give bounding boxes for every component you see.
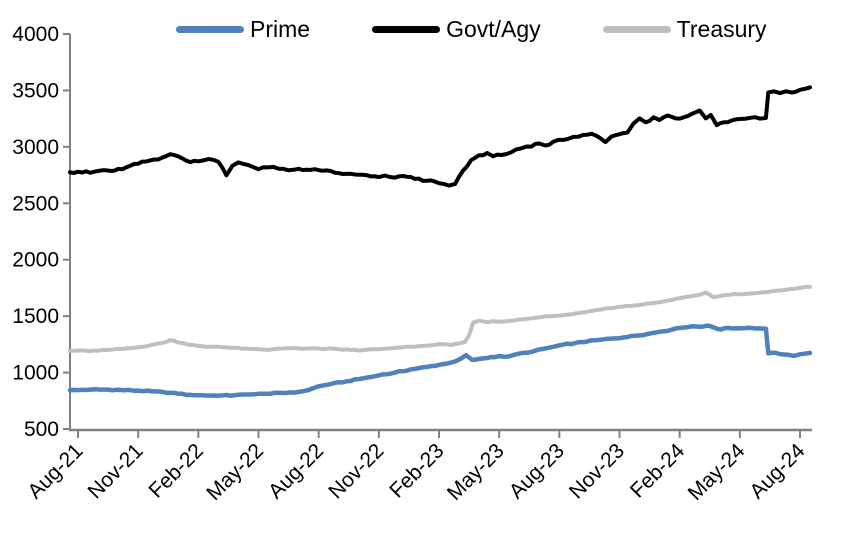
legend-swatch-prime (176, 26, 244, 33)
x-tick-label: Aug-23 (505, 439, 569, 503)
y-tick-label: 1000 (12, 362, 59, 385)
x-tick-label: May-24 (684, 439, 750, 505)
legend-swatch-govt-agy (372, 26, 441, 33)
series-line-prime (67, 323, 813, 398)
legend-swatch-treasury (602, 26, 671, 33)
x-tick-label: Feb-22 (145, 439, 208, 502)
x-tick-label: Aug-24 (745, 439, 809, 503)
x-tick-label: Nov-22 (324, 439, 388, 503)
legend-item-treasury: Treasury (602, 16, 767, 42)
chart-legend: Prime Govt/Agy Treasury (0, 18, 852, 41)
y-tick-label: 3500 (12, 79, 59, 102)
x-tick-label: Nov-23 (565, 439, 629, 503)
series-line-treasury (68, 284, 812, 354)
x-tick-label: Feb-23 (385, 439, 448, 502)
y-tick-label: 4000 (12, 23, 59, 46)
legend-item-govt-agy: Govt/Agy (372, 18, 541, 41)
x-tick-label: May-23 (443, 439, 509, 505)
legend-item-prime: Prime (176, 18, 310, 41)
x-tick-label: Aug-22 (264, 439, 328, 503)
y-tick-label: 1500 (12, 305, 59, 328)
y-tick-label: 2000 (12, 249, 59, 272)
x-tick-label: May-22 (202, 439, 268, 505)
y-tick-label: 3000 (12, 136, 59, 159)
x-tick-label: Nov-21 (84, 439, 148, 503)
series-line-govt-agy (68, 85, 812, 188)
x-tick-label: Aug-21 (23, 439, 87, 503)
legend-label-prime: Prime (250, 16, 311, 42)
x-tick-label: Feb-24 (626, 439, 690, 503)
y-tick-label: 500 (24, 418, 59, 441)
legend-label-govt-agy: Govt/Agy (446, 16, 541, 42)
y-tick-label: 2500 (12, 192, 59, 215)
legend-label-treasury: Treasury (676, 16, 767, 42)
